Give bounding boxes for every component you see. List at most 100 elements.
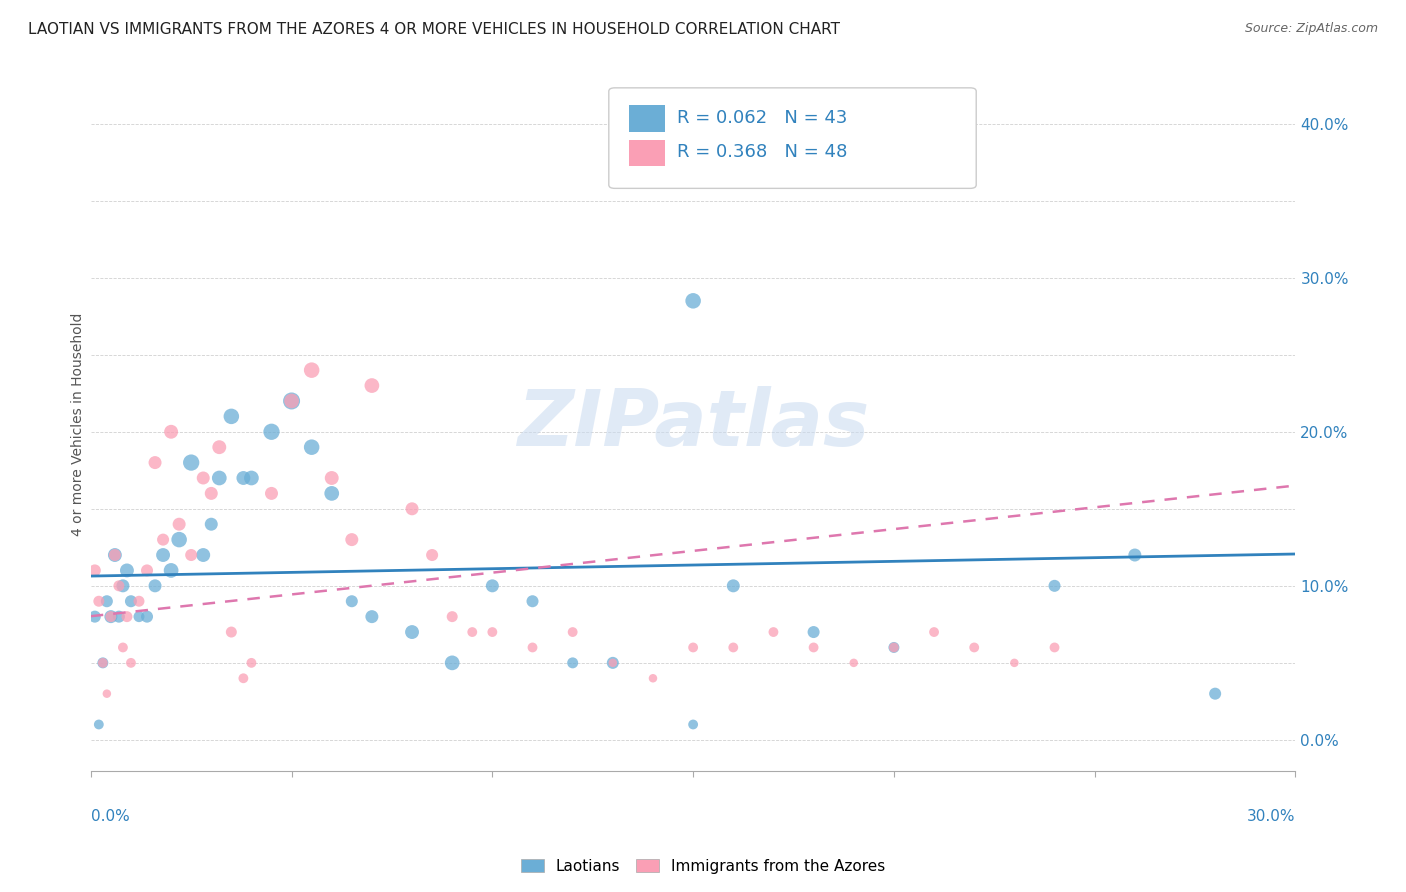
Point [803,640,825,655]
Point [641,671,664,685]
Point [160,425,183,439]
Point [115,563,138,577]
Point [208,471,231,485]
Point [682,640,704,655]
Point [240,656,263,670]
Point [1002,656,1025,670]
Point [152,548,174,562]
Text: Source: ZipAtlas.com: Source: ZipAtlas.com [1244,22,1378,36]
Point [602,656,624,670]
Point [128,609,150,624]
Point [91,656,114,670]
Text: LAOTIAN VS IMMIGRANTS FROM THE AZORES 4 OR MORE VEHICLES IN HOUSEHOLD CORRELATIO: LAOTIAN VS IMMIGRANTS FROM THE AZORES 4 … [28,22,841,37]
Point [200,517,222,532]
Point [360,609,382,624]
Legend: Laotians, Immigrants from the Azores: Laotians, Immigrants from the Azores [515,853,891,880]
Point [321,486,343,500]
Point [108,609,131,624]
Point [240,471,263,485]
Point [143,456,166,470]
Text: ZIPatlas: ZIPatlas [517,386,869,462]
Point [91,656,114,670]
Point [461,625,484,640]
Point [136,563,159,577]
Point [561,656,583,670]
Point [83,609,105,624]
Y-axis label: 4 or more Vehicles in Household: 4 or more Vehicles in Household [72,312,86,536]
Point [87,594,110,608]
Point [115,609,138,624]
Point [1123,548,1146,562]
Point [208,440,231,454]
Point [100,609,122,624]
Point [1043,640,1066,655]
Point [922,625,945,640]
Point [561,625,583,640]
Point [96,687,118,701]
Point [883,640,905,655]
Point [100,609,122,624]
Point [104,548,127,562]
Point [111,640,134,655]
Point [963,640,986,655]
Point [260,425,283,439]
Point [522,594,544,608]
Point [522,640,544,655]
Point [221,409,243,424]
Point [301,440,323,454]
Point [111,579,134,593]
Point [762,625,785,640]
Point [128,594,150,608]
Point [180,456,202,470]
Point [180,548,202,562]
Point [602,656,624,670]
Point [481,579,503,593]
Text: R = 0.062   N = 43: R = 0.062 N = 43 [678,109,848,127]
FancyBboxPatch shape [630,105,665,131]
Point [360,378,382,392]
Point [83,563,105,577]
Point [232,671,254,685]
Point [420,548,443,562]
Point [803,625,825,640]
Point [723,579,745,593]
FancyBboxPatch shape [609,87,976,188]
Point [221,625,243,640]
FancyBboxPatch shape [630,140,665,166]
Point [883,640,905,655]
Point [1204,687,1226,701]
Point [1043,579,1066,593]
Point [120,656,142,670]
Point [682,717,704,731]
Point [842,656,865,670]
Point [441,609,464,624]
Point [682,293,704,308]
Point [340,594,363,608]
Point [193,548,215,562]
Point [280,394,302,409]
Point [167,533,190,547]
Text: 30.0%: 30.0% [1247,809,1295,824]
Point [104,548,127,562]
Point [301,363,323,377]
Point [481,625,503,640]
Point [723,640,745,655]
Point [200,486,222,500]
Point [260,486,283,500]
Point [401,501,423,516]
Point [441,656,464,670]
Point [160,563,183,577]
Point [108,579,131,593]
Point [280,394,302,409]
Point [96,594,118,608]
Point [232,471,254,485]
Point [120,594,142,608]
Text: 0.0%: 0.0% [91,809,129,824]
Point [401,625,423,640]
Text: R = 0.368   N = 48: R = 0.368 N = 48 [678,144,848,161]
Point [167,517,190,532]
Point [143,579,166,593]
Point [193,471,215,485]
Point [340,533,363,547]
Point [152,533,174,547]
